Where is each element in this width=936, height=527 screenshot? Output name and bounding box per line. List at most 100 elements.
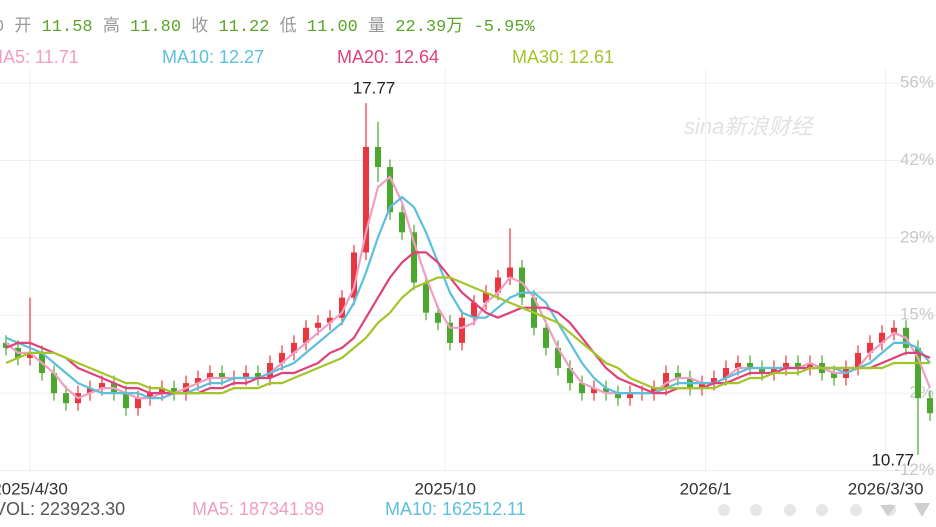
candle-body — [363, 146, 369, 253]
candle-body — [759, 367, 765, 374]
candle-body — [219, 373, 225, 379]
candle-body — [915, 347, 921, 399]
candle-body — [807, 362, 813, 368]
candle-body — [831, 373, 837, 379]
candle-body — [63, 393, 69, 404]
candle-body — [27, 352, 33, 358]
candle-body — [927, 398, 933, 414]
candle-body — [207, 373, 213, 379]
candle-body — [723, 367, 729, 379]
candle-body — [891, 327, 897, 333]
candle-body — [123, 393, 129, 409]
y-tick-label: 29% — [900, 227, 934, 246]
candle-body — [315, 322, 321, 328]
candle-body — [339, 297, 345, 318]
candle-body — [51, 373, 57, 394]
quote-value: 11.80 — [130, 18, 181, 37]
candle-body — [771, 367, 777, 374]
candle-body — [795, 362, 801, 368]
control-icon — [850, 504, 862, 516]
candle-body — [543, 327, 549, 348]
candle-body — [627, 393, 633, 399]
y-tick-label: 56% — [900, 73, 934, 92]
quote-label: 收 — [191, 16, 208, 37]
candle-body — [579, 383, 585, 394]
candle-body — [423, 282, 429, 313]
quote-header: 0 开 11.58 高 11.80 收 11.22 低 11.00 量 22.3… — [0, 16, 536, 37]
quote-value: 11.22 — [218, 18, 269, 37]
x-tick-label: 2025/4/30 — [0, 479, 68, 498]
candle-body — [243, 373, 249, 379]
candle-body — [99, 383, 105, 389]
candle-body — [291, 342, 297, 353]
candle-body — [447, 322, 453, 343]
volume-legend: MA5: 187341.89 — [192, 499, 324, 519]
candle-body — [195, 378, 201, 384]
candle-body — [867, 342, 873, 353]
candle-body — [171, 388, 177, 394]
quote-value: 11.00 — [307, 18, 358, 37]
y-tick-label: 15% — [900, 305, 934, 324]
quote-value: 22.39万 — [395, 17, 463, 37]
candle-body — [783, 362, 789, 368]
quote-label: 量 — [368, 16, 385, 37]
candle-body — [483, 292, 489, 303]
ma-line — [5, 276, 930, 395]
volume-legend: VOL: 223923.30 — [0, 499, 125, 519]
control-icon — [750, 504, 762, 516]
legend-entry: MA20: 12.64 — [337, 47, 439, 67]
high-label: 17.77 — [353, 79, 396, 98]
candle-body — [651, 388, 657, 394]
candle-body — [711, 378, 717, 384]
candle-body — [735, 362, 741, 368]
ma-line — [5, 175, 932, 400]
candle-body — [855, 352, 861, 368]
y-tick-label: 42% — [900, 150, 934, 169]
ma-line — [5, 195, 931, 400]
candle-body — [267, 362, 273, 379]
candle-body — [411, 232, 417, 283]
control-icon — [914, 503, 930, 517]
y-tick-label: -12% — [894, 460, 934, 479]
candle-body — [495, 277, 501, 293]
legend-entry: MA30: 12.61 — [512, 47, 614, 67]
candle-body — [279, 352, 285, 363]
control-icon — [718, 504, 730, 516]
candle-body — [603, 388, 609, 394]
candle-body — [615, 393, 621, 399]
quote-change: -5.95% — [474, 18, 536, 37]
candle-body — [435, 312, 441, 323]
candle-body — [459, 317, 465, 343]
candle-body — [663, 373, 669, 389]
candle-body — [303, 327, 309, 343]
candle-body — [375, 146, 381, 167]
control-icon — [816, 504, 828, 516]
candle-body — [147, 393, 153, 399]
quote-label: 开 — [14, 17, 31, 37]
candle-body — [471, 302, 477, 318]
header-lead: 0 — [0, 18, 4, 37]
candle-body — [507, 267, 513, 278]
candle-body — [159, 388, 165, 394]
candle-body — [699, 383, 705, 389]
quote-label: 高 — [103, 16, 120, 37]
candle-body — [255, 373, 261, 379]
control-icon — [880, 505, 896, 516]
candle-body — [387, 166, 393, 213]
candle-body — [87, 388, 93, 394]
candle-body — [567, 367, 573, 384]
control-icon — [784, 504, 796, 516]
low-label: 10.77 — [871, 450, 914, 469]
candle-body — [351, 252, 357, 298]
candle-body — [555, 347, 561, 368]
candle-body — [135, 398, 141, 409]
watermark: sina新浪财经 — [684, 114, 814, 139]
x-tick-label: 2026/3/30 — [848, 479, 924, 498]
candle-body — [675, 373, 681, 379]
candle-body — [3, 342, 9, 348]
quote-value: 11.58 — [42, 18, 93, 37]
candle-body — [327, 317, 333, 323]
x-tick-label: 2025/10 — [414, 479, 475, 498]
legend-entry: MA5: 11.71 — [0, 47, 79, 67]
